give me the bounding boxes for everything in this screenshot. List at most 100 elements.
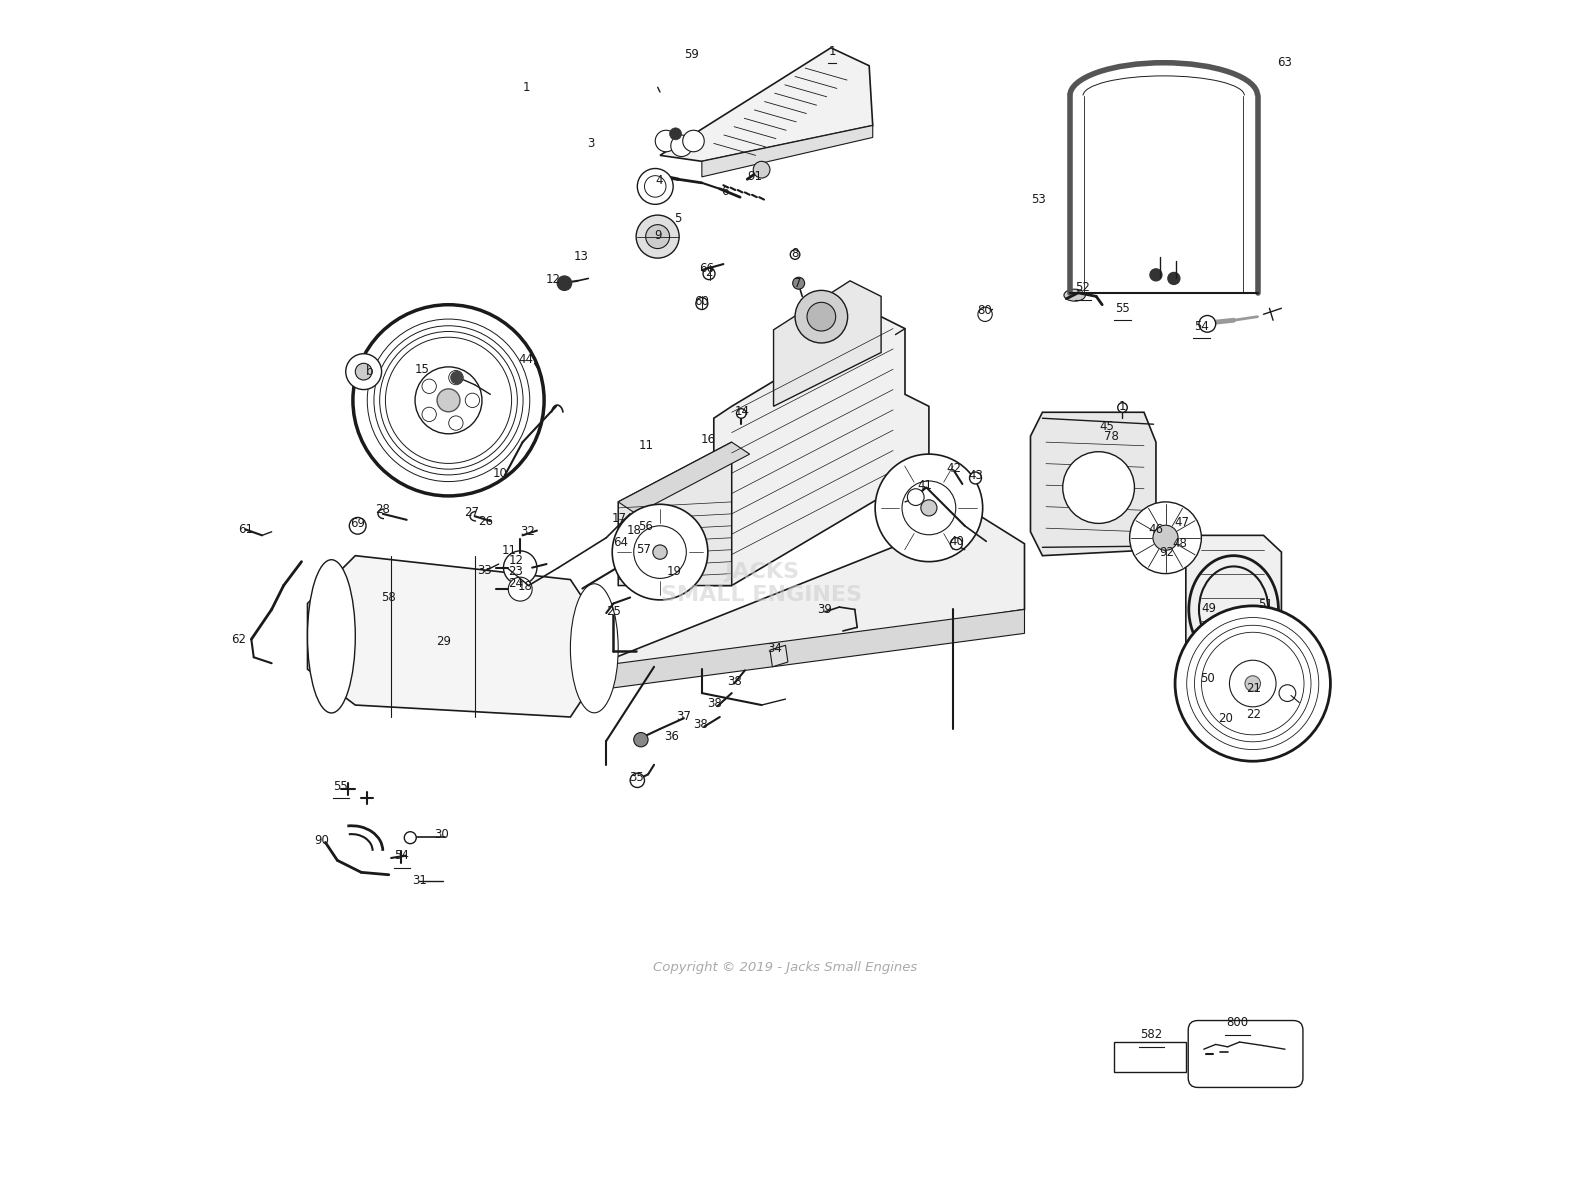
Text: 8: 8 — [792, 247, 798, 259]
Polygon shape — [773, 281, 881, 406]
Text: 54: 54 — [1194, 320, 1208, 332]
Text: 3: 3 — [588, 137, 594, 149]
Ellipse shape — [1064, 289, 1086, 301]
Text: 92: 92 — [1159, 546, 1174, 558]
Circle shape — [423, 379, 437, 393]
Circle shape — [644, 176, 666, 197]
Text: 37: 37 — [677, 711, 691, 723]
Text: 40: 40 — [949, 535, 965, 547]
Polygon shape — [592, 514, 1024, 669]
Text: 38: 38 — [707, 698, 723, 710]
Circle shape — [1175, 606, 1331, 761]
Text: 62: 62 — [231, 633, 245, 645]
Text: 90: 90 — [314, 834, 330, 846]
Text: 54: 54 — [394, 850, 410, 862]
Circle shape — [636, 215, 679, 258]
Circle shape — [349, 517, 366, 534]
FancyBboxPatch shape — [1188, 1021, 1302, 1087]
Text: 14: 14 — [735, 405, 749, 417]
Circle shape — [415, 367, 482, 434]
Text: 53: 53 — [1032, 194, 1046, 206]
Text: 42: 42 — [946, 462, 961, 474]
Text: 36: 36 — [665, 730, 679, 742]
Circle shape — [977, 307, 993, 321]
Circle shape — [1230, 660, 1276, 707]
Text: 31: 31 — [413, 875, 427, 887]
Polygon shape — [1031, 412, 1156, 556]
Text: 13: 13 — [573, 251, 589, 263]
Text: 60: 60 — [694, 295, 709, 307]
Circle shape — [671, 135, 693, 157]
Text: 64: 64 — [613, 537, 628, 549]
Circle shape — [346, 354, 382, 390]
Text: 47: 47 — [1175, 516, 1189, 528]
Text: 17: 17 — [611, 513, 627, 525]
Text: 56: 56 — [638, 521, 654, 533]
Polygon shape — [770, 645, 789, 667]
Circle shape — [654, 545, 668, 559]
Text: 12: 12 — [509, 554, 525, 566]
Text: JACKS
SMALL ENGINES: JACKS SMALL ENGINES — [661, 562, 862, 605]
Circle shape — [683, 130, 704, 152]
Text: 57: 57 — [636, 544, 650, 556]
Circle shape — [1279, 685, 1296, 701]
Circle shape — [1167, 272, 1180, 284]
Circle shape — [355, 363, 372, 380]
Circle shape — [795, 290, 848, 343]
Circle shape — [1153, 526, 1178, 550]
Circle shape — [790, 250, 800, 259]
Text: 21: 21 — [1246, 682, 1262, 694]
Text: 52: 52 — [1076, 282, 1090, 294]
Text: 51: 51 — [1258, 599, 1274, 611]
Circle shape — [921, 500, 936, 516]
Text: 41: 41 — [917, 479, 933, 491]
Text: 32: 32 — [520, 526, 534, 538]
Text: 7: 7 — [793, 277, 801, 289]
Text: 582: 582 — [1141, 1029, 1163, 1041]
Polygon shape — [672, 569, 693, 593]
Text: 69: 69 — [350, 517, 364, 529]
Text: Copyright © 2019 - Jacks Small Engines: Copyright © 2019 - Jacks Small Engines — [654, 962, 917, 974]
Circle shape — [1117, 403, 1128, 412]
Text: 30: 30 — [434, 828, 449, 840]
Circle shape — [875, 454, 983, 562]
Text: 78: 78 — [1104, 430, 1119, 442]
Ellipse shape — [570, 584, 619, 712]
Circle shape — [807, 302, 836, 331]
Text: 46: 46 — [1148, 523, 1164, 535]
Circle shape — [793, 277, 804, 289]
Text: 26: 26 — [478, 515, 493, 527]
Text: 39: 39 — [817, 603, 833, 615]
Text: 9: 9 — [654, 229, 661, 241]
Text: 50: 50 — [1200, 673, 1214, 685]
Text: 11: 11 — [503, 545, 517, 557]
Circle shape — [613, 504, 709, 600]
Text: 4: 4 — [655, 174, 663, 186]
Text: 15: 15 — [415, 363, 429, 375]
Circle shape — [404, 832, 416, 844]
Text: 35: 35 — [628, 772, 644, 784]
Circle shape — [437, 388, 460, 412]
Text: 1: 1 — [828, 45, 836, 57]
Circle shape — [950, 538, 963, 550]
Circle shape — [969, 472, 982, 484]
Text: 12: 12 — [547, 274, 561, 286]
Text: 18: 18 — [627, 525, 641, 537]
Text: 1: 1 — [523, 81, 529, 93]
Text: 11: 11 — [638, 440, 654, 452]
Circle shape — [1199, 315, 1216, 332]
Circle shape — [1130, 502, 1202, 574]
Polygon shape — [592, 609, 1024, 691]
Text: 45: 45 — [1100, 421, 1114, 433]
Text: 800: 800 — [1225, 1017, 1249, 1029]
Circle shape — [638, 168, 672, 204]
Polygon shape — [308, 556, 594, 717]
Text: 2: 2 — [705, 266, 713, 278]
Polygon shape — [702, 125, 873, 177]
Text: 33: 33 — [478, 564, 492, 576]
Text: 6: 6 — [721, 185, 729, 197]
Text: 25: 25 — [606, 606, 621, 618]
Text: 66: 66 — [699, 263, 715, 275]
Text: 44: 44 — [518, 354, 534, 366]
Circle shape — [704, 268, 715, 280]
